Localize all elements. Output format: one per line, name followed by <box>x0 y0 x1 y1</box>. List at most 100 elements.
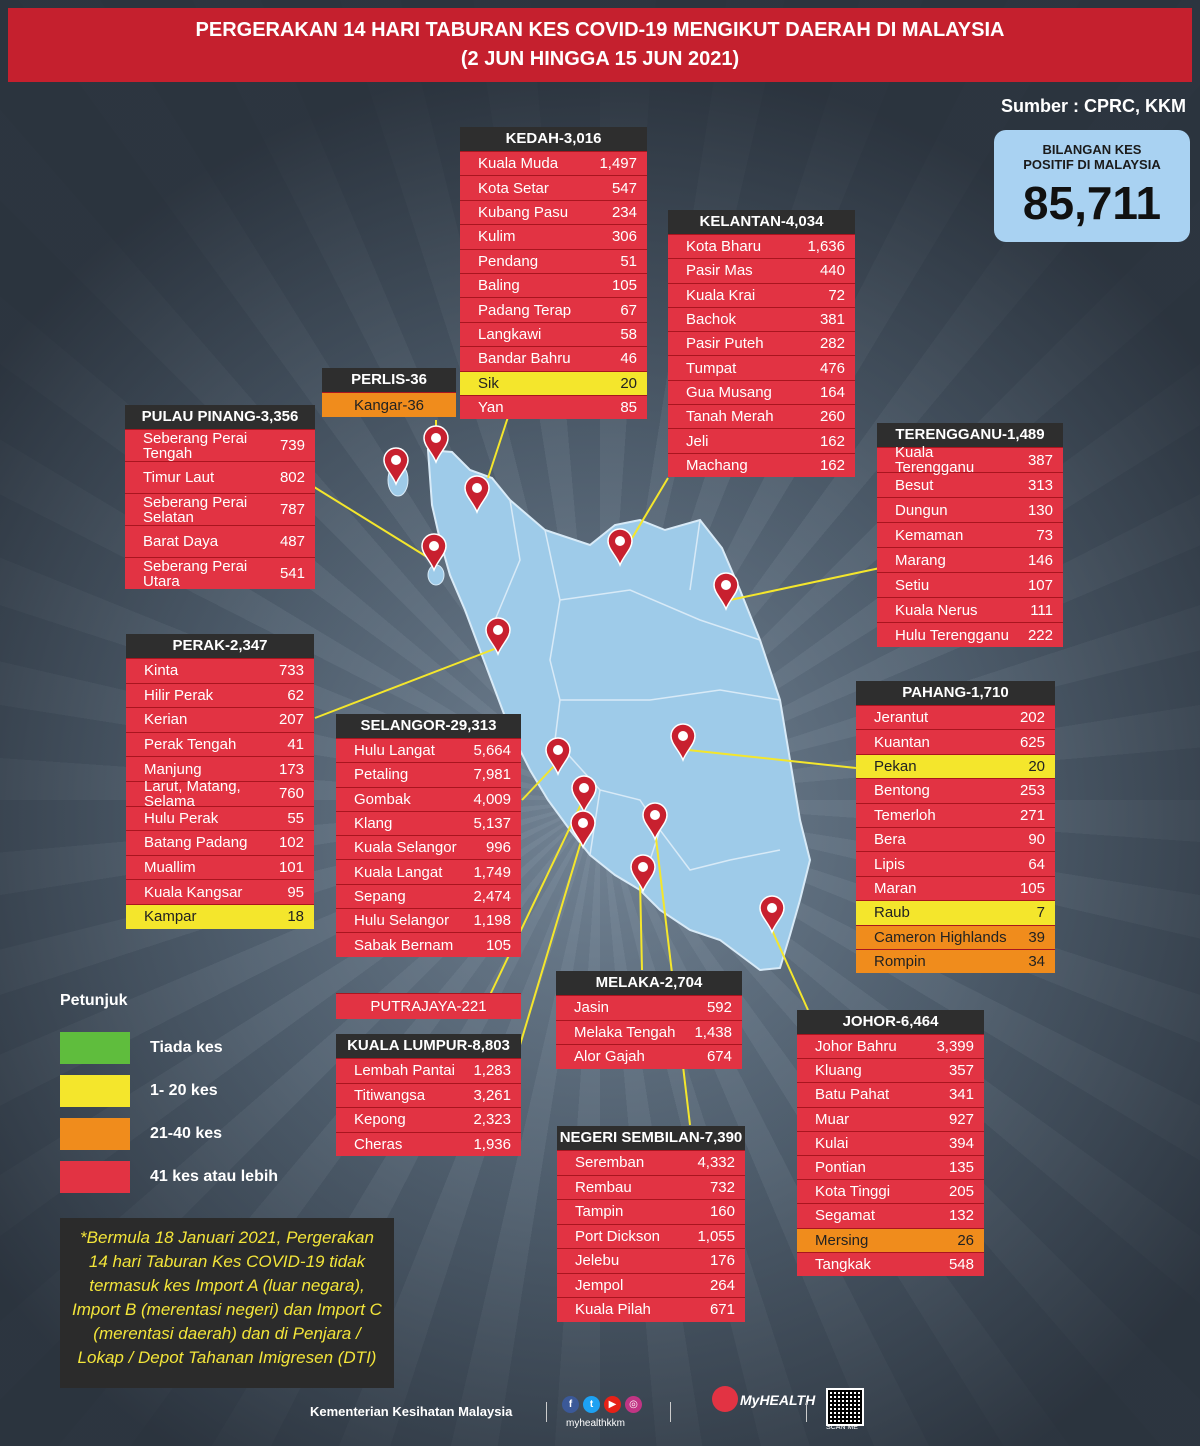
district-row: Marang 146 <box>877 547 1063 572</box>
district-cases: 67 <box>620 301 637 319</box>
state-box-pulau-pinang: PULAU PINANG-3,356 Seberang Perai Tengah 7… <box>125 405 315 589</box>
district-row: Dungun 130 <box>877 497 1063 522</box>
district-name: Hulu Selangor <box>354 912 450 930</box>
district-name: Batang Padang <box>144 834 248 852</box>
district-name: Pendang <box>478 252 539 270</box>
district-name: Jeli <box>686 432 709 450</box>
district-row: Tangkak 548 <box>797 1251 984 1276</box>
legend-swatch <box>60 1031 130 1064</box>
qr-code-icon[interactable] <box>826 1388 864 1426</box>
district-name: Cheras <box>354 1135 403 1153</box>
district-row: Kluang 357 <box>797 1058 984 1083</box>
state-box-pahang: PAHANG-1,710 Jerantut 202 Kuantan 625 Pekan 2… <box>856 681 1055 974</box>
district-row: Pendang 51 <box>460 248 647 273</box>
district-row: Pasir Puteh 282 <box>668 331 855 356</box>
district-name: Kuala Muda <box>478 155 559 173</box>
district-row: Maran 105 <box>856 875 1055 901</box>
state-box-putrajaya: PUTRAJAYA-221 <box>336 993 521 1019</box>
district-cases: 357 <box>948 1062 974 1080</box>
district-row: Kerian 207 <box>126 707 314 732</box>
district-name: Baling <box>478 277 520 295</box>
district-name: Pasir Mas <box>686 262 753 280</box>
district-row: Baling 105 <box>460 272 647 298</box>
district-row: Rompin 34 <box>856 948 1055 974</box>
district-row: Lembah Pantai 1,283 <box>336 1058 521 1083</box>
district-name: Kuala Langat <box>354 863 443 881</box>
district-name: Kepong <box>354 1111 406 1129</box>
facebook-icon[interactable]: f <box>562 1396 579 1413</box>
district-cases: 111 <box>1030 601 1053 619</box>
district-name: Seberang Perai Selatan <box>143 493 248 526</box>
district-name: Jelebu <box>575 1252 620 1270</box>
district-row: Johor Bahru 3,399 <box>797 1034 984 1059</box>
district-row: Langkawi 58 <box>460 321 647 347</box>
district-row: Muar 927 <box>797 1106 984 1131</box>
district-cases: 162 <box>819 432 845 450</box>
district-row: Pekan 20 <box>856 753 1055 779</box>
district-name: Jerantut <box>874 709 929 727</box>
map-pin-icon <box>421 533 447 573</box>
district-name: Klang <box>354 815 393 833</box>
state-box-johor: JOHOR-6,464 Johor Bahru 3,399 Kluang 357 Bat… <box>797 1010 984 1276</box>
district-row: Gua Musang 164 <box>668 379 855 405</box>
district-row: Kuala Pilah 671 <box>557 1297 745 1322</box>
district-name: Machang <box>686 456 748 474</box>
map-pin-icon <box>485 617 511 657</box>
district-cases: 787 <box>279 501 305 518</box>
district-cases: 2,474 <box>473 887 511 905</box>
total-label-line1: BILANGAN KES <box>1042 142 1142 157</box>
district-row: Pasir Mas 440 <box>668 258 855 283</box>
district-cases: 671 <box>709 1301 735 1319</box>
state-header: NEGERI SEMBILAN-7,390 <box>557 1126 745 1150</box>
district-row: Kinta 733 <box>126 658 314 683</box>
map-pin-icon <box>630 854 656 894</box>
state-header: KEDAH-3,016 <box>460 127 647 151</box>
state-header: PAHANG-1,710 <box>856 681 1055 705</box>
district-cases: 101 <box>278 859 304 877</box>
district-cases: 1,283 <box>473 1062 511 1080</box>
district-cases: 105 <box>485 936 511 954</box>
district-name: Kemaman <box>895 526 964 544</box>
district-cases: 592 <box>706 999 732 1017</box>
total-label-line2: POSITIF DI MALAYSIA <box>1023 157 1161 172</box>
footnote: *Bermula 18 Januari 2021, Pergerakan 14 … <box>60 1218 394 1388</box>
legend: Petunjuk Tiada kes 1- 20 kes 21-40 kes 4… <box>60 992 278 1198</box>
district-row: Sabak Bernam 105 <box>336 932 521 957</box>
district-cases: 2,323 <box>473 1111 511 1129</box>
legend-swatch <box>60 1160 130 1193</box>
total-cases-box: BILANGAN KES POSITIF DI MALAYSIA 85,711 <box>994 130 1190 242</box>
district-cases: 105 <box>1019 879 1045 897</box>
district-cases: 205 <box>948 1183 974 1201</box>
page-title: PERGERAKAN 14 HARI TABURAN KES COVID-19 … <box>195 19 1005 41</box>
district-cases: 260 <box>819 408 845 426</box>
district-name: Titiwangsa <box>354 1086 426 1104</box>
district-cases: 18 <box>287 908 304 926</box>
district-name: Kinta <box>144 662 179 680</box>
district-cases: 387 <box>1027 451 1053 469</box>
district-name: Kuala Pilah <box>575 1301 651 1319</box>
state-header: KELANTAN-4,034 <box>668 210 855 234</box>
district-cases: 264 <box>709 1276 735 1294</box>
district-name: Temerloh <box>874 806 936 824</box>
district-cases: 3,399 <box>936 1038 974 1056</box>
district-row: Bentong 253 <box>856 778 1055 803</box>
total-cases-value: 85,711 <box>1022 177 1162 229</box>
district-row: Temerloh 271 <box>856 802 1055 827</box>
district-name: Barat Daya <box>143 533 219 550</box>
youtube-icon[interactable]: ▶ <box>604 1396 621 1413</box>
twitter-icon[interactable]: t <box>583 1396 600 1413</box>
district-cases: 760 <box>278 785 304 803</box>
district-row: Cheras 1,936 <box>336 1131 521 1156</box>
district-cases: 487 <box>279 533 305 550</box>
state-header: TERENGGANU-1,489 <box>877 423 1063 447</box>
instagram-icon[interactable]: ◎ <box>625 1396 642 1413</box>
district-name: Jempol <box>575 1276 624 1294</box>
district-row: Mersing 26 <box>797 1227 984 1252</box>
district-cases: 381 <box>819 311 845 329</box>
district-row: Barat Daya 487 <box>125 525 315 557</box>
district-cases: 162 <box>819 456 845 474</box>
district-name: Hulu Perak <box>144 809 219 827</box>
state-header: MELAKA-2,704 <box>556 971 742 995</box>
district-row: Pontian 135 <box>797 1154 984 1180</box>
